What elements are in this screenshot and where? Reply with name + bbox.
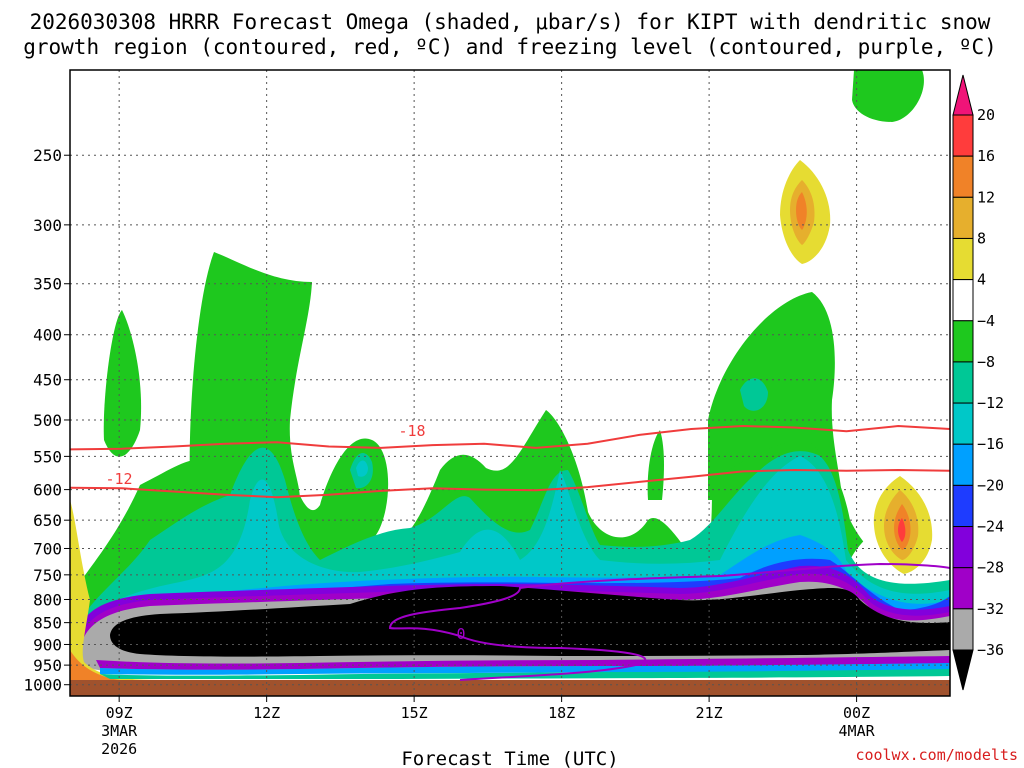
colorbar-swatch (952, 114, 974, 157)
omega-fill-green-spike (647, 430, 664, 500)
colorbar-swatch (952, 608, 974, 651)
colorbar-label: 20 (977, 106, 995, 124)
gridlines (70, 70, 950, 696)
omega-fill-black-core (110, 586, 950, 657)
y-tick-label: 300 (33, 216, 62, 235)
colorbar-label: −12 (977, 394, 1004, 412)
x-tick-date: 3MAR (101, 722, 138, 740)
colorbar-swatch (952, 484, 974, 528)
x-tick-year: 2026 (101, 740, 137, 758)
y-tick-label: 950 (33, 656, 62, 675)
x-tick-date: 4MAR (839, 722, 876, 740)
colorbar-label: −36 (977, 641, 1004, 659)
colorbar-label: −32 (977, 600, 1004, 618)
colorbar-label: −24 (977, 518, 1004, 536)
y-tick-label: 450 (33, 371, 62, 390)
contour-minus12 (70, 468, 950, 499)
colorbar-swatch (952, 320, 974, 363)
chart-title-line1: 2026030308 HRRR Forecast Omega (shaded, … (30, 10, 991, 34)
y-tick-label: 600 (33, 481, 62, 500)
colorbar-swatch (952, 443, 974, 486)
x-tick-label: 00Z (843, 704, 870, 722)
y-tick-label: 750 (33, 566, 62, 585)
y-tick-label: 500 (33, 411, 62, 430)
y-tick-label: 1000 (23, 676, 62, 695)
omega-fill-lower-purple (96, 656, 950, 670)
terrain-surface (70, 680, 950, 696)
colorbar-swatch-top (952, 74, 974, 116)
colorbar-label: −4 (977, 312, 995, 330)
plot-area: -18 -12 0 (70, 70, 950, 696)
omega-fill-positive-orange (796, 192, 807, 230)
colorbar-label: 4 (977, 271, 986, 289)
x-axis-label: Forecast Time (UTC) (401, 748, 618, 768)
y-tick-label: 700 (33, 539, 62, 558)
colorbar-label: −20 (977, 476, 1004, 494)
contour-label-bg-m12 (104, 472, 134, 486)
y-axis: 250 300 350 400 450 500 550 600 650 700 750 800 850 9… (23, 146, 70, 695)
y-tick-label: 850 (33, 614, 62, 633)
x-tick-label: 21Z (696, 704, 723, 722)
colorbar-label: −16 (977, 435, 1004, 453)
colorbar-swatch (952, 567, 974, 610)
colorbar-label: −8 (977, 353, 995, 371)
omega-fill-positive-red (898, 518, 906, 542)
colorbar-label: −28 (977, 559, 1004, 577)
colorbar-swatch (952, 526, 974, 569)
colorbar-swatch (952, 155, 974, 198)
contour-minus18 (70, 424, 950, 451)
colorbar-swatch-bottom (952, 649, 974, 691)
credit-text: coolwx.com/modelts (855, 746, 1018, 764)
omega-fill-green-top (852, 70, 924, 122)
colorbar-swatch (952, 196, 974, 239)
contour-label-freezing: 0 (456, 625, 465, 643)
y-tick-label: 800 (33, 590, 62, 609)
x-tick-label: 18Z (548, 704, 575, 722)
colorbar: 20 16 12 8 4 −4 −8 −12 −16 −20 −24 −28 −32 −36 (952, 74, 1004, 691)
y-tick-label: 550 (33, 447, 62, 466)
x-tick-label: 12Z (253, 704, 280, 722)
contour-label-m12: -12 (105, 470, 132, 488)
omega-fill-cell-cyan (356, 460, 368, 477)
colorbar-swatch (952, 361, 974, 404)
contour-label-bg-m18 (397, 424, 427, 438)
colorbar-label: 12 (977, 188, 995, 206)
omega-fill-green-upper (189, 252, 312, 500)
colorbar-label: 16 (977, 147, 995, 165)
colorbar-swatch (952, 402, 974, 445)
contour-freezing-level (388, 562, 950, 681)
colorbar-swatch (952, 237, 974, 281)
y-tick-label: 650 (33, 511, 62, 530)
y-tick-label: 400 (33, 326, 62, 345)
chart-title-line2: growth region (contoured, red, ºC) and f… (23, 35, 997, 59)
plot-frame (69, 69, 951, 697)
y-tick-label: 250 (33, 146, 62, 165)
x-tick-label: 15Z (401, 704, 428, 722)
contour-label-m18: -18 (398, 422, 425, 440)
colorbar-swatch (952, 279, 974, 322)
y-tick-label: 350 (33, 275, 62, 294)
omega-fill-cell-seagreen2 (740, 378, 768, 411)
y-tick-label: 900 (33, 635, 62, 654)
x-tick-label: 09Z (106, 704, 133, 722)
colorbar-label: 8 (977, 229, 986, 247)
